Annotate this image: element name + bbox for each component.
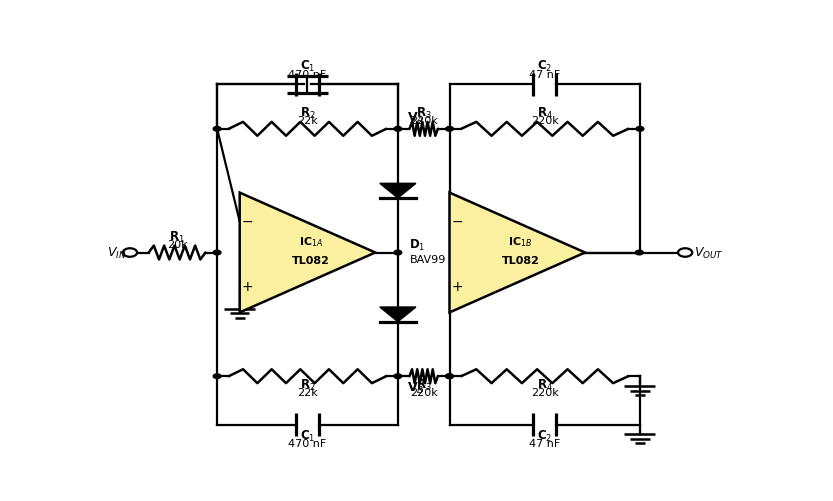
Text: TL082: TL082	[292, 256, 330, 266]
Text: 20k: 20k	[167, 239, 187, 249]
Text: BAV99: BAV99	[410, 255, 446, 265]
Text: 22k: 22k	[297, 116, 318, 126]
Text: 470 nF: 470 nF	[288, 70, 327, 79]
Text: R$_3$: R$_3$	[416, 377, 431, 392]
Text: 47 nF: 47 nF	[529, 438, 561, 448]
Polygon shape	[240, 193, 375, 313]
Text: $V_{OUT}$: $V_{OUT}$	[694, 245, 723, 261]
Circle shape	[394, 374, 402, 379]
Text: $-$: $-$	[242, 213, 253, 227]
Text: 220k: 220k	[410, 116, 437, 126]
Circle shape	[636, 127, 644, 132]
Polygon shape	[450, 193, 585, 313]
Polygon shape	[380, 308, 416, 322]
Text: R$_4$: R$_4$	[536, 106, 553, 121]
Text: R$_4$: R$_4$	[536, 377, 553, 392]
Polygon shape	[380, 184, 416, 198]
Text: V$_B$: V$_B$	[407, 380, 424, 395]
Text: $+$: $+$	[451, 279, 463, 293]
Text: 470 nF: 470 nF	[288, 438, 327, 448]
Circle shape	[213, 250, 221, 256]
Text: C$_2$: C$_2$	[537, 59, 552, 74]
Text: D$_1$: D$_1$	[410, 237, 426, 252]
Circle shape	[122, 249, 137, 257]
Circle shape	[213, 127, 221, 132]
Text: 220k: 220k	[531, 388, 559, 398]
Circle shape	[394, 250, 402, 256]
Circle shape	[446, 374, 453, 379]
Text: R$_3$: R$_3$	[416, 106, 431, 121]
Text: $V_{IN}$: $V_{IN}$	[107, 245, 127, 261]
Text: IC$_{1A}$: IC$_{1A}$	[299, 234, 322, 248]
Circle shape	[394, 127, 402, 132]
Circle shape	[678, 249, 692, 257]
Text: V$_A$: V$_A$	[407, 111, 424, 126]
Text: 220k: 220k	[531, 116, 559, 126]
Text: C$_1$: C$_1$	[300, 428, 315, 443]
Circle shape	[213, 374, 221, 379]
Text: $+$: $+$	[242, 279, 253, 293]
Text: C$_1$: C$_1$	[300, 59, 315, 74]
Text: 47 nF: 47 nF	[529, 70, 561, 79]
Text: IC$_{1B}$: IC$_{1B}$	[508, 234, 532, 248]
Circle shape	[446, 374, 453, 379]
Circle shape	[446, 127, 453, 132]
Text: R$_1$: R$_1$	[169, 229, 185, 244]
Text: C$_2$: C$_2$	[537, 428, 552, 443]
Text: R$_2$: R$_2$	[300, 106, 315, 121]
Text: TL082: TL082	[501, 256, 540, 266]
Text: $-$: $-$	[451, 213, 463, 227]
Text: 220k: 220k	[410, 388, 437, 398]
Circle shape	[636, 250, 643, 256]
Text: 22k: 22k	[297, 388, 318, 398]
Text: R$_2$: R$_2$	[300, 377, 315, 392]
